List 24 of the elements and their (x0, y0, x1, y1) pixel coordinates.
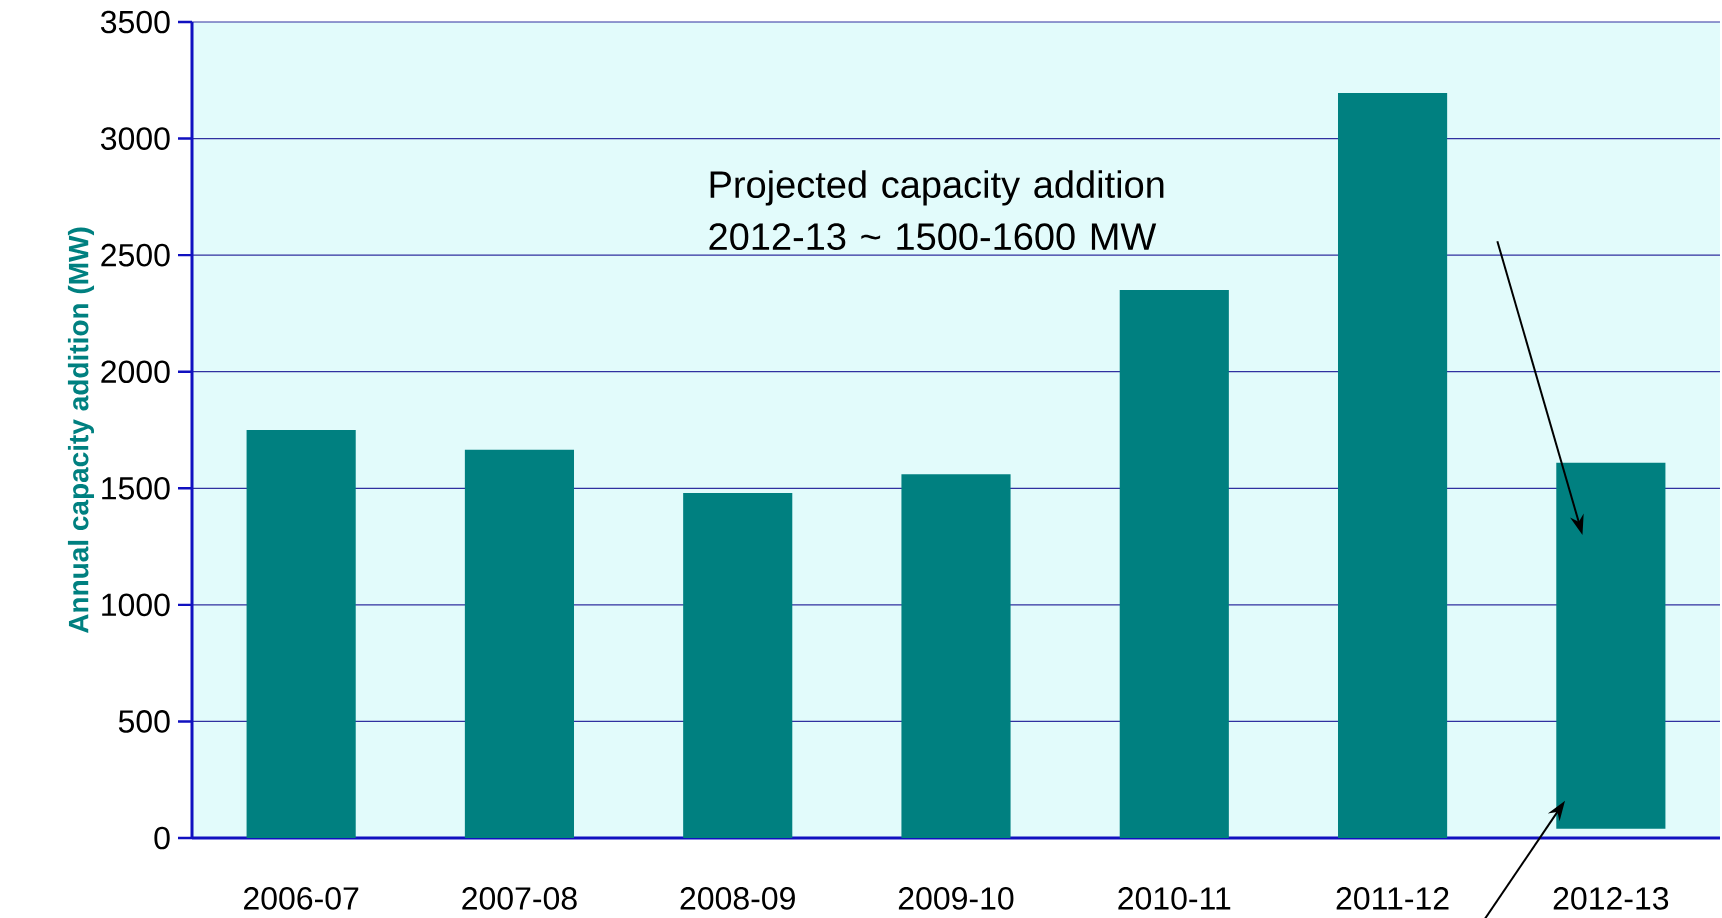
bar (901, 474, 1011, 838)
y-axis-title: Annual capacity addition (MW) (67, 227, 95, 634)
bar (246, 430, 356, 838)
x-tick-label: 2009-10 (898, 887, 1014, 910)
y-tick-label: 500 (118, 710, 170, 733)
y-tick-label: 2500 (101, 243, 170, 267)
y-tick-label: 1000 (102, 593, 170, 617)
x-tick-label: 2011-12 (1336, 887, 1449, 910)
x-tick-label: 2008-09 (680, 887, 795, 910)
y-tick-label: 3000 (100, 127, 170, 150)
x-tick-label: 2007-08 (462, 887, 577, 910)
x-tick-label: 2012-13 (1553, 887, 1669, 910)
y-tick-label: 0 (154, 826, 170, 850)
bar (683, 492, 793, 838)
x-tick-label: 2010-11 (1118, 887, 1231, 910)
bar (1556, 462, 1666, 829)
y-tick-label: 2000 (101, 360, 170, 384)
x-tick-label: 2006-07 (244, 887, 359, 910)
bar (464, 449, 575, 838)
y-tick-label: 1500 (102, 476, 170, 500)
annotation: Projected capacity addition 2012-13 ~ 1500-1600 MW (709, 170, 1164, 251)
y-tick-label: 3500 (100, 10, 170, 34)
bar (1338, 93, 1448, 838)
bar (1119, 290, 1229, 838)
